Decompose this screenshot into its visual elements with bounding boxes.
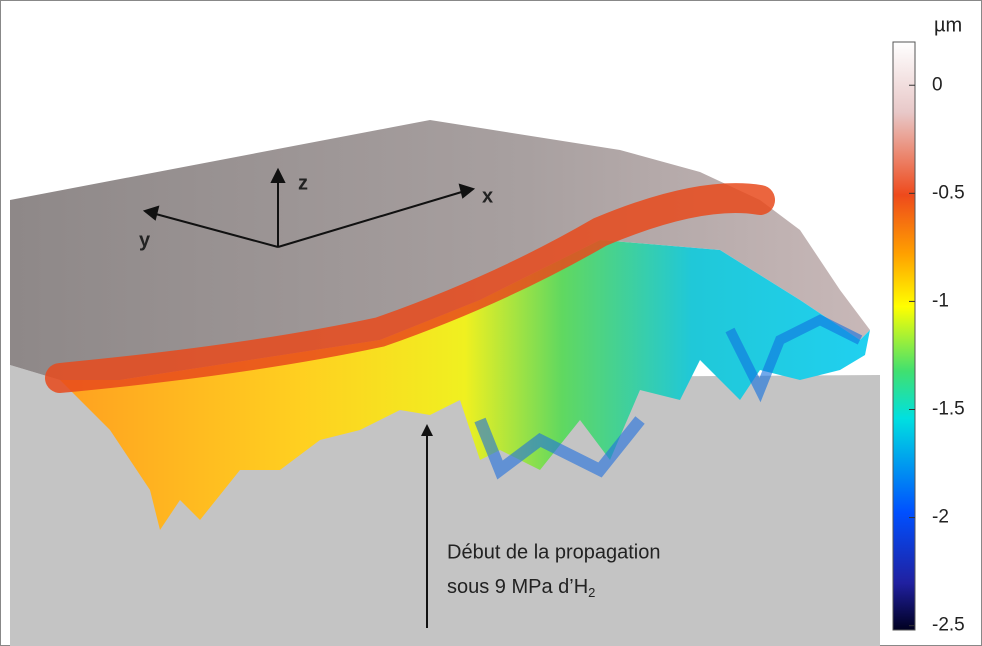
- blue-region: [725, 314, 863, 403]
- colorbar-unit: µm: [934, 14, 962, 36]
- arrowhead: [458, 183, 476, 199]
- tick-label: -1.5: [932, 399, 965, 420]
- tick-label: -2: [932, 507, 949, 528]
- annotation-text: sous 9 MPa d’H: [447, 576, 588, 598]
- arrowhead: [142, 205, 160, 221]
- colorbar-ticks: 0 -0.5 -1 -1.5 -2 -2.5: [909, 74, 965, 636]
- red-ridge: [45, 183, 775, 393]
- tick-label: -2.5: [932, 615, 965, 636]
- tick-label: -1: [932, 290, 949, 311]
- top-surface: [10, 120, 870, 380]
- colorbar: [892, 41, 916, 631]
- arrowhead: [421, 424, 433, 436]
- front-surface: [60, 240, 870, 530]
- blue-region: [474, 416, 645, 480]
- arrowhead: [270, 167, 286, 183]
- tick-label: -0.5: [932, 182, 965, 203]
- axes-triad: [142, 167, 476, 248]
- x-axis: [277, 190, 466, 248]
- y-axis: [151, 212, 279, 248]
- z-label: z: [298, 172, 308, 194]
- annotation: sous 9 MPa d’H2: [447, 576, 595, 600]
- tick-label: 0: [932, 74, 943, 95]
- x-label: x: [482, 185, 493, 207]
- y-label: y: [139, 229, 151, 251]
- subscript: 2: [588, 585, 595, 600]
- annotation: Début de la propagation: [447, 541, 661, 563]
